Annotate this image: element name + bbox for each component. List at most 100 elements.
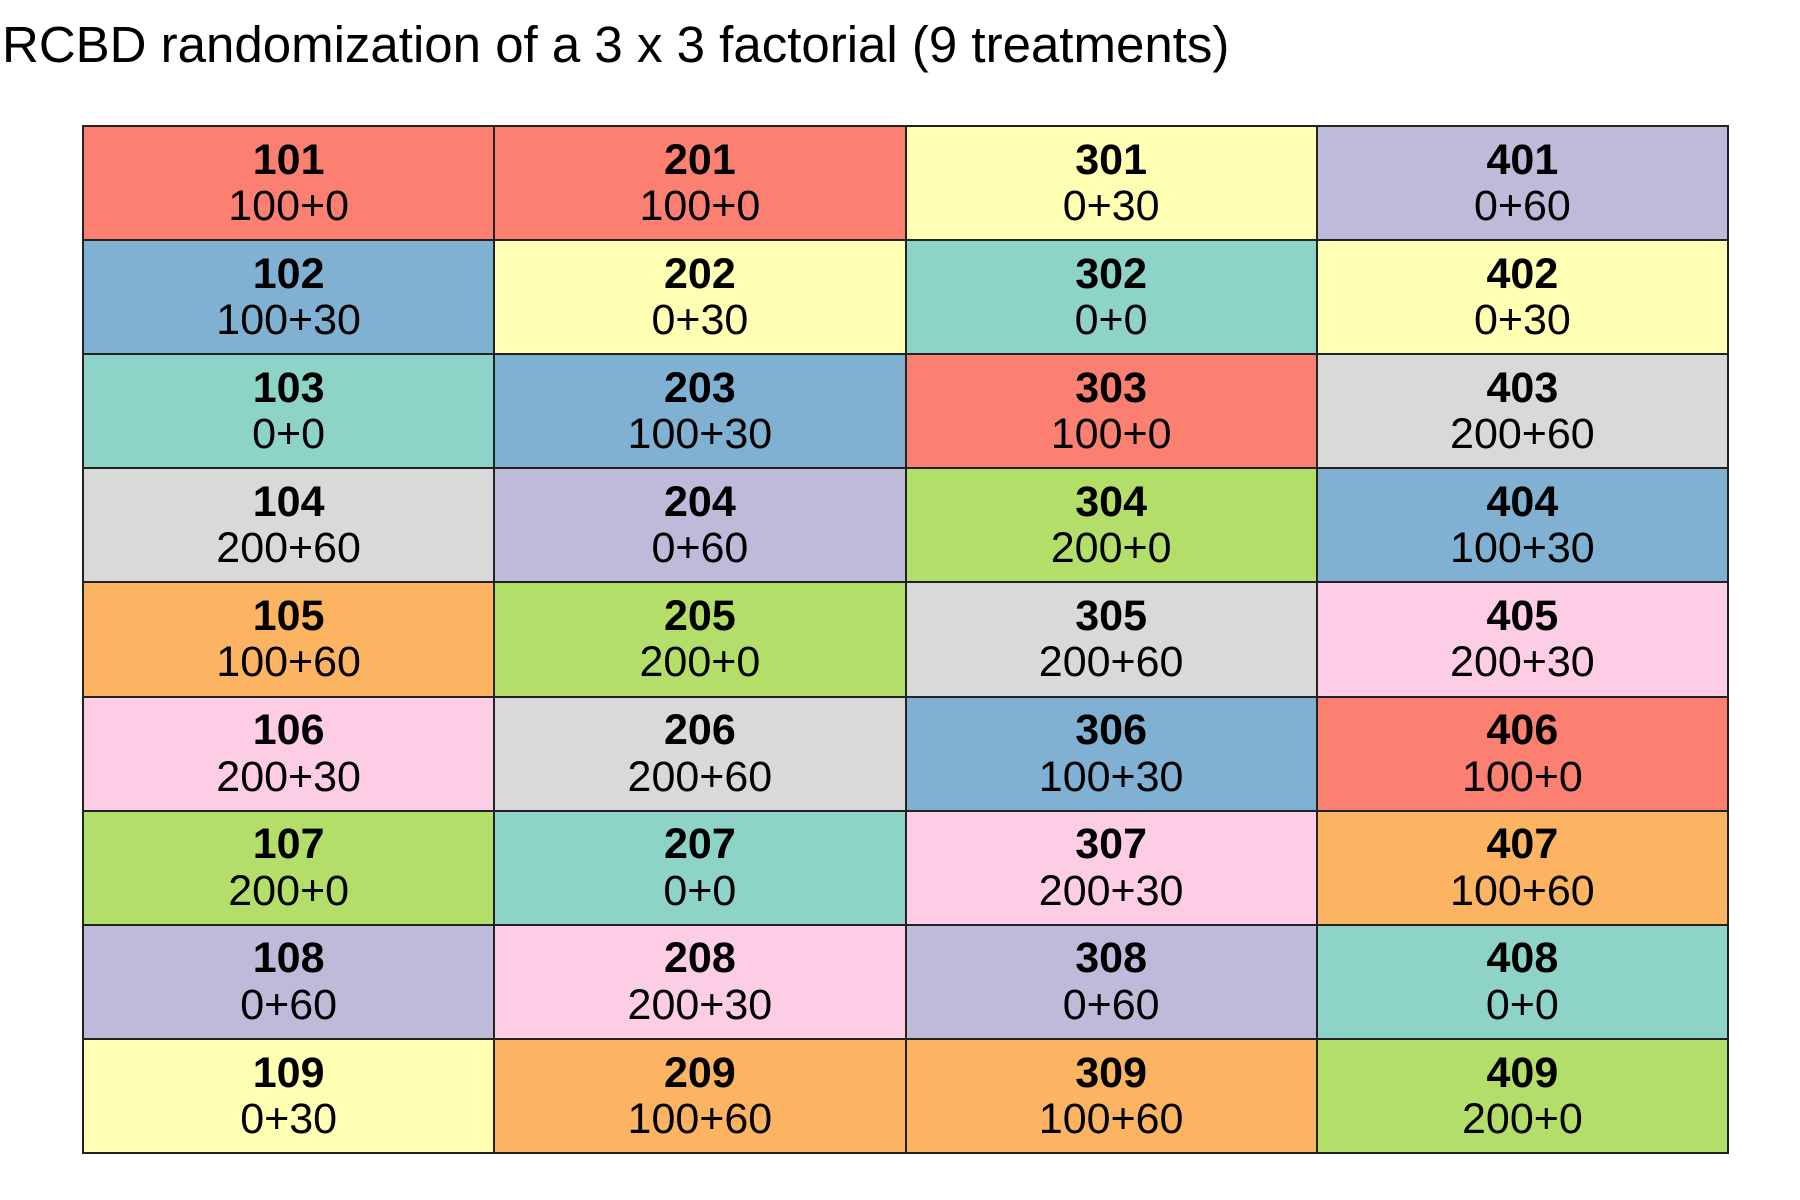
plot-treatment: 100+0 xyxy=(1461,752,1583,801)
plot-treatment: 0+30 xyxy=(1062,182,1160,231)
plot-number: 303 xyxy=(1075,363,1147,412)
plot-cell: 308 0+60 xyxy=(905,924,1317,1039)
plot-treatment: 200+30 xyxy=(1038,866,1184,915)
plot-cell: 101 100+0 xyxy=(83,126,495,241)
plot-treatment: 200+60 xyxy=(1038,638,1184,687)
plot-treatment: 200+30 xyxy=(216,752,361,801)
plot-treatment: 100+30 xyxy=(216,296,361,345)
plot-number: 307 xyxy=(1075,820,1147,869)
plot-treatment: 200+0 xyxy=(228,866,350,915)
plot-number: 301 xyxy=(1075,135,1147,184)
plot-number: 401 xyxy=(1486,135,1559,184)
plot-number: 405 xyxy=(1486,592,1559,641)
plot-number: 202 xyxy=(664,249,736,298)
plot-treatment: 0+60 xyxy=(1062,980,1160,1029)
plot-number: 206 xyxy=(664,706,736,755)
plot-cell: 404 100+30 xyxy=(1316,468,1728,583)
plot-cell: 201 100+0 xyxy=(494,126,906,241)
plot-number: 101 xyxy=(252,135,325,184)
plot-cell: 108 0+60 xyxy=(83,924,495,1039)
plot-treatment: 0+60 xyxy=(240,980,338,1029)
plot-number: 109 xyxy=(252,1048,325,1097)
plot-number: 107 xyxy=(252,820,325,869)
plot-cell: 205 200+0 xyxy=(494,582,906,697)
plot-cell: 407 100+60 xyxy=(1316,810,1728,925)
plot-number: 306 xyxy=(1075,706,1147,755)
plot-cell: 208 200+30 xyxy=(494,924,906,1039)
plot-number: 406 xyxy=(1486,706,1559,755)
plot-number: 205 xyxy=(664,592,736,641)
plot-number: 203 xyxy=(664,363,736,412)
plot-cell: 306 100+30 xyxy=(905,696,1317,811)
plot-cell: 209 100+60 xyxy=(494,1038,906,1153)
plot-cell: 206 200+60 xyxy=(494,696,906,811)
plot-cell: 304 200+0 xyxy=(905,468,1317,583)
plot-treatment: 100+60 xyxy=(1450,866,1595,915)
plot-number: 207 xyxy=(664,820,736,869)
plot-treatment: 100+60 xyxy=(1038,1094,1184,1143)
plot-number: 404 xyxy=(1486,477,1559,526)
plot-cell: 402 0+30 xyxy=(1316,240,1728,355)
plot-number: 104 xyxy=(252,477,325,526)
plot-number: 102 xyxy=(252,249,325,298)
plot-cell: 203 100+30 xyxy=(494,354,906,469)
plot-cell: 408 0+0 xyxy=(1316,924,1728,1039)
plot-number: 407 xyxy=(1486,820,1559,869)
plot-treatment: 100+30 xyxy=(1450,524,1595,573)
plot-cell: 305 200+60 xyxy=(905,582,1317,697)
plot-treatment: 0+0 xyxy=(663,866,737,915)
plot-number: 308 xyxy=(1075,934,1147,983)
plot-treatment: 0+60 xyxy=(1473,182,1571,231)
plot-treatment: 200+0 xyxy=(1050,524,1172,573)
plot-number: 105 xyxy=(252,592,325,641)
plot-number: 209 xyxy=(664,1048,736,1097)
plot-cell: 207 0+0 xyxy=(494,810,906,925)
plot-treatment: 100+30 xyxy=(1038,752,1184,801)
plot-treatment: 0+0 xyxy=(1074,296,1148,345)
plot-treatment: 0+0 xyxy=(252,410,326,459)
plot-cell: 401 0+60 xyxy=(1316,126,1728,241)
plot-treatment: 0+60 xyxy=(651,524,749,573)
plot-cell: 106 200+30 xyxy=(83,696,495,811)
plot-treatment: 100+60 xyxy=(216,638,361,687)
plot-number: 408 xyxy=(1486,934,1559,983)
plot-cell: 109 0+30 xyxy=(83,1038,495,1153)
plot-treatment: 200+60 xyxy=(1450,410,1595,459)
plot-treatment: 200+60 xyxy=(216,524,361,573)
plot-number: 208 xyxy=(664,934,736,983)
plot-cell: 104 200+60 xyxy=(83,468,495,583)
plot-number: 305 xyxy=(1075,592,1147,641)
plot-cell: 107 200+0 xyxy=(83,810,495,925)
plot-cell: 301 0+30 xyxy=(905,126,1317,241)
plot-treatment: 0+30 xyxy=(651,296,749,345)
plot-treatment: 100+0 xyxy=(228,182,350,231)
plot-cell: 202 0+30 xyxy=(494,240,906,355)
plot-treatment: 200+0 xyxy=(639,638,761,687)
plot-number: 402 xyxy=(1486,249,1559,298)
plot-treatment: 100+0 xyxy=(639,182,761,231)
plot-cell: 409 200+0 xyxy=(1316,1038,1728,1153)
plot-cell: 405 200+30 xyxy=(1316,582,1728,697)
plot-number: 201 xyxy=(664,135,736,184)
plot-number: 108 xyxy=(252,934,325,983)
plot-number: 304 xyxy=(1075,477,1147,526)
plot-treatment: 100+0 xyxy=(1050,410,1172,459)
plot-number: 403 xyxy=(1486,363,1559,412)
plot-number: 106 xyxy=(252,706,325,755)
plot-cell: 302 0+0 xyxy=(905,240,1317,355)
plot-cell: 103 0+0 xyxy=(83,354,495,469)
plot-cell: 204 0+60 xyxy=(494,468,906,583)
plot-cell: 309 100+60 xyxy=(905,1038,1317,1153)
plot-cell: 105 100+60 xyxy=(83,582,495,697)
plot-number: 409 xyxy=(1486,1048,1559,1097)
plot-treatment: 200+0 xyxy=(1461,1094,1583,1143)
plot-cell: 102 100+30 xyxy=(83,240,495,355)
plot-number: 103 xyxy=(252,363,325,412)
diagram-title: RCBD randomization of a 3 x 3 factorial … xyxy=(2,16,1230,73)
plot-treatment: 0+0 xyxy=(1485,980,1559,1029)
plot-treatment: 200+30 xyxy=(627,980,773,1029)
plot-treatment: 100+60 xyxy=(627,1094,773,1143)
plot-cell: 403 200+60 xyxy=(1316,354,1728,469)
plot-cell: 303 100+0 xyxy=(905,354,1317,469)
plot-number: 204 xyxy=(664,477,736,526)
